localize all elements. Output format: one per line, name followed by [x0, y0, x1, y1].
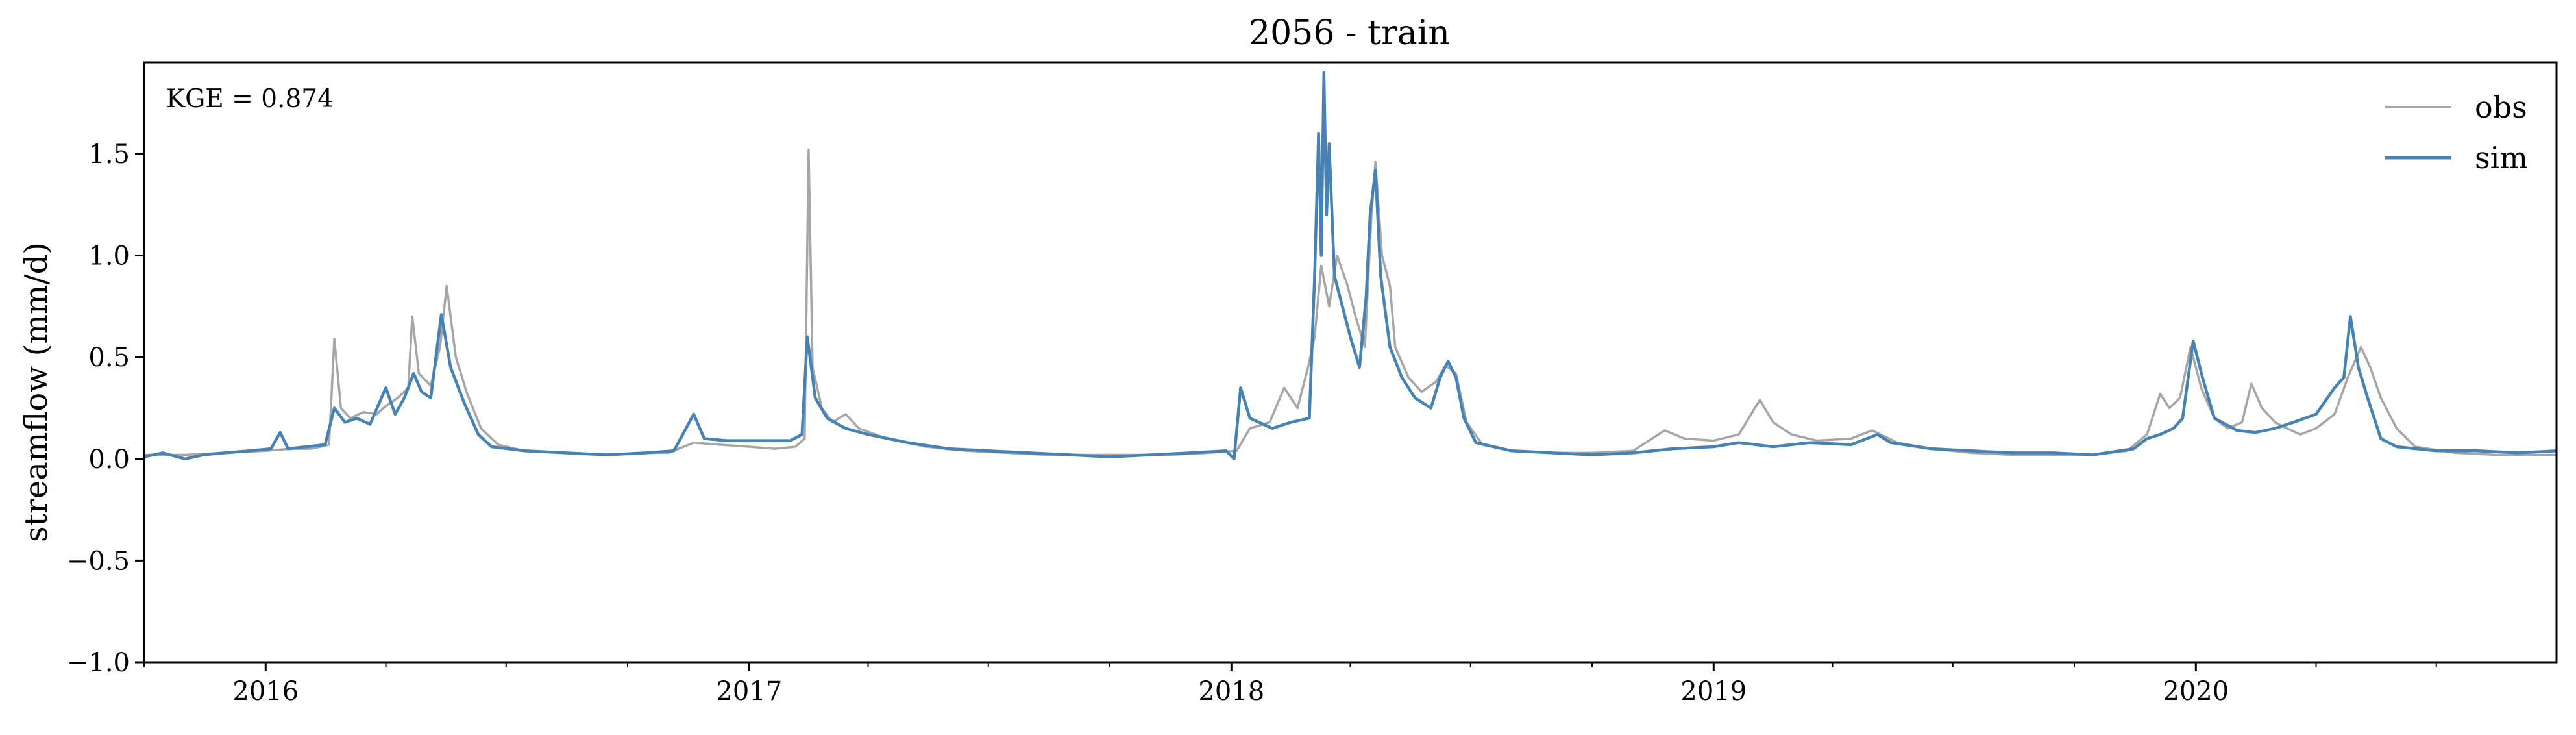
y-tick-label: −0.5: [67, 546, 130, 576]
x-tick-label: 2018: [1198, 677, 1264, 706]
legend-label-sim: sim: [2475, 140, 2528, 175]
series-layer: [144, 71, 2557, 461]
y-tick-label: −1.0: [67, 648, 130, 678]
series-line-obs: [144, 148, 2557, 456]
y-tick-label: 0.0: [88, 445, 130, 475]
x-tick-label: 2017: [716, 677, 782, 706]
y-tick-label: 0.5: [88, 343, 130, 373]
legend-label-obs: obs: [2475, 90, 2527, 125]
x-tick-label: 2020: [2163, 677, 2229, 706]
y-axis: −1.0 −0.5 0.0 0.5 1.0 1.5: [67, 140, 144, 678]
y-tick-label: 1.5: [88, 140, 130, 169]
kge-annotation: KGE = 0.874: [166, 84, 334, 114]
x-axis: 2016 2017 2018 2019 2020: [143, 662, 2437, 706]
series-line-sim: [144, 71, 2557, 461]
legend: obs sim: [2385, 90, 2528, 175]
x-tick-label: 2016: [232, 677, 299, 706]
y-tick-label: 1.0: [88, 242, 130, 271]
x-tick-label: 2019: [1680, 677, 1747, 706]
y-axis-label: streamflow (mm/d): [18, 242, 55, 542]
chart-title: 2056 - train: [1249, 14, 1450, 53]
